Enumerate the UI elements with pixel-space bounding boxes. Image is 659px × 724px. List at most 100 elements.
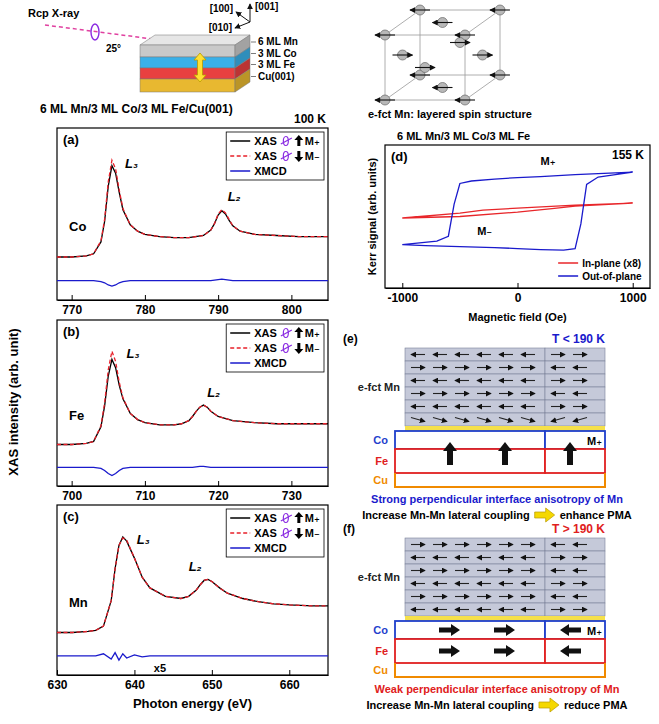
tick: 0 — [515, 283, 522, 305]
spin-arrow — [573, 354, 587, 355]
panel-letter: (b) — [63, 324, 80, 339]
ferromagnet-layer — [545, 621, 605, 639]
leader — [251, 53, 256, 54]
spin-arrow — [433, 418, 447, 422]
tick-mark — [72, 481, 73, 486]
tick-label: 650 — [202, 678, 222, 692]
magnetization-arrow — [294, 512, 303, 523]
legend-item: XASM₊ — [230, 512, 320, 524]
spin-arrow — [411, 544, 425, 545]
mn-layer — [405, 413, 545, 426]
legend-item: In-plane (x8) — [558, 258, 641, 269]
spin-arrow — [455, 406, 469, 407]
peak-label: L₂ — [228, 189, 241, 204]
spin-arrow — [521, 557, 535, 558]
tick: 800 — [282, 295, 302, 317]
x-axis-title: Magnetic field (Oe) — [468, 311, 567, 323]
polarization-icon — [281, 515, 292, 521]
spin-arrow — [573, 393, 587, 394]
legend-label: XMCD — [254, 357, 286, 369]
magnetization-arrow — [294, 327, 303, 338]
spin-arrow — [410, 9, 430, 10]
y-axis-title: XAS intensity (arb. unit) — [6, 328, 21, 475]
spin-arrow — [499, 367, 513, 368]
panel: 770780790800(a)CoL₃L₂XASM₊XASM₋XMCD — [57, 128, 329, 317]
panel-letter: (f) — [343, 522, 355, 536]
magnetization-arrow — [294, 151, 303, 162]
legend-label: M₋ — [305, 150, 320, 162]
legend-swatch — [558, 275, 578, 277]
spin-arrow — [455, 544, 469, 545]
mn-layer — [405, 590, 545, 603]
spin-arrow — [521, 583, 535, 584]
legend-item: Out-of-plane — [558, 271, 642, 282]
lattice-edge — [385, 35, 465, 36]
legend-box — [226, 509, 324, 557]
spin-arrow — [573, 596, 587, 597]
spin-arrow — [433, 380, 447, 381]
peak-label: L₂ — [189, 559, 202, 574]
legend-swatch — [230, 547, 250, 549]
tick-label: 0 — [515, 291, 522, 305]
sample-schematic: Rcp X-ray25°6 ML Mn3 ML Co3 ML FeCu(001)… — [28, 1, 532, 120]
spin-arrow — [521, 380, 535, 381]
spin-arrow — [551, 570, 565, 571]
magnetization-arrow — [294, 135, 303, 146]
legend-item: XMCD — [230, 542, 286, 554]
state-diagram: (e)T < 190 Ke-fct MnCoFeCuM₊Strong perpe… — [343, 332, 632, 522]
spin-arrow — [455, 596, 469, 597]
tick: 790 — [209, 295, 229, 317]
spin-arrow — [573, 380, 587, 381]
spin-arrow — [551, 583, 565, 584]
panel: 630640650660(c)MnL₃L₂x5Photon energy (eV… — [47, 505, 328, 711]
spin-arrow — [411, 393, 425, 394]
plot-frame — [57, 505, 328, 675]
tick-mark — [57, 670, 58, 675]
magnetization-arrow — [294, 343, 303, 354]
layer-label: Cu — [373, 664, 388, 676]
caption: Increase Mn-Mn lateral coupling — [366, 699, 533, 711]
angle-label: 25° — [106, 43, 121, 54]
axis-line — [58, 675, 329, 676]
spin-arrow — [477, 557, 491, 558]
legend-label: XAS — [254, 135, 277, 147]
layer-label: 6 ML Mn — [258, 36, 298, 47]
caption: Increase Mn-Mn lateral coupling — [362, 509, 529, 521]
spin-arrow — [411, 418, 425, 422]
spin-arrow — [455, 354, 469, 355]
ferromagnet-layer — [395, 621, 545, 639]
polarization-icon — [281, 345, 292, 351]
peak-label: L₃ — [137, 532, 150, 547]
layer-label: e-fct Mn — [358, 571, 400, 583]
spin-arrow — [455, 393, 469, 394]
polarization-icon — [281, 530, 292, 536]
mn-layer — [545, 400, 605, 413]
spin-arrow — [551, 367, 565, 368]
spin-arrow — [477, 570, 491, 571]
spin-arrow — [455, 418, 469, 422]
spin-arrow — [375, 99, 395, 100]
spin-arrow — [490, 74, 510, 75]
mn-layer — [545, 374, 605, 387]
ferromagnet-layer — [395, 639, 545, 663]
legend-item: XASM₊ — [230, 135, 320, 147]
crystal-axis — [235, 22, 250, 28]
mn-layer — [545, 564, 605, 577]
polarization-icon — [281, 330, 292, 336]
spin-arrow — [433, 557, 447, 558]
state-diagram: (f)T > 190 Ke-fct MnCoFeCuM₊Weak perpend… — [343, 522, 628, 712]
moment-arrow — [443, 442, 457, 465]
crystal-axis — [236, 12, 250, 22]
ferromagnet-layer — [545, 639, 605, 663]
lattice-edge — [385, 75, 420, 100]
mn-layer — [545, 413, 605, 426]
figure: 6 ML Mn/3 ML Co/3 ML Fe/Cu(001)100 KXAS … — [0, 0, 659, 724]
spin-arrow — [455, 557, 469, 558]
legend-item: XMCD — [230, 357, 286, 369]
spin-arrow — [499, 380, 513, 381]
spin-arrow — [411, 367, 425, 368]
spin-arrow — [433, 570, 447, 571]
mn-layer — [405, 603, 545, 616]
data-line — [402, 172, 632, 250]
annotation: x5 — [154, 662, 166, 674]
